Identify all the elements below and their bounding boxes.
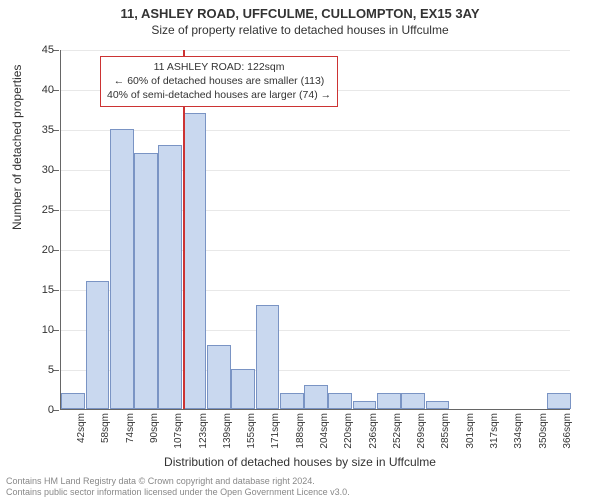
histogram-bar [353, 401, 377, 409]
x-tick-label: 301sqm [465, 413, 476, 449]
y-tick-label: 25 [24, 204, 54, 216]
x-tick-label: 155sqm [246, 413, 257, 449]
histogram-bar [547, 393, 571, 409]
histogram-bar [158, 145, 182, 409]
annotation-box: 11 ASHLEY ROAD: 122sqm ← 60% of detached… [100, 56, 338, 107]
footer-line1: Contains HM Land Registry data © Crown c… [6, 476, 350, 487]
y-tick-label: 30 [24, 164, 54, 176]
footer-attribution: Contains HM Land Registry data © Crown c… [6, 476, 350, 498]
histogram-bar [231, 369, 255, 409]
y-axis-label: Number of detached properties [10, 65, 24, 230]
x-tick-label: 58sqm [100, 413, 111, 443]
y-tick-label: 40 [24, 84, 54, 96]
x-tick-label: 42sqm [76, 413, 87, 443]
x-tick-label: 350sqm [538, 413, 549, 449]
histogram-bar [207, 345, 231, 409]
y-tick-label: 10 [24, 324, 54, 336]
gridline [61, 50, 570, 51]
x-tick-label: 236sqm [368, 413, 379, 449]
x-tick-label: 317sqm [489, 413, 500, 449]
x-axis-label: Distribution of detached houses by size … [0, 455, 600, 469]
x-tick-label: 188sqm [295, 413, 306, 449]
x-tick-label: 139sqm [222, 413, 233, 449]
histogram-bar [401, 393, 425, 409]
x-tick-label: 285sqm [440, 413, 451, 449]
histogram-bar [304, 385, 328, 409]
x-tick-label: 123sqm [198, 413, 209, 449]
footer-line2: Contains public sector information licen… [6, 487, 350, 498]
y-tick-label: 20 [24, 244, 54, 256]
x-tick-label: 107sqm [173, 413, 184, 449]
annotation-line2: ← 60% of detached houses are smaller (11… [107, 74, 331, 88]
chart-title-sub: Size of property relative to detached ho… [0, 23, 600, 37]
histogram-bar [61, 393, 85, 409]
x-tick-label: 74sqm [125, 413, 136, 443]
annotation-line1: 11 ASHLEY ROAD: 122sqm [107, 60, 331, 74]
x-tick-label: 334sqm [513, 413, 524, 449]
gridline [61, 130, 570, 131]
histogram-bar [426, 401, 450, 409]
histogram-bar [183, 113, 207, 409]
histogram-bar [134, 153, 158, 409]
y-tick-label: 15 [24, 284, 54, 296]
y-tick-label: 0 [24, 404, 54, 416]
x-tick-label: 269sqm [416, 413, 427, 449]
y-tick-label: 5 [24, 364, 54, 376]
x-tick-label: 220sqm [343, 413, 354, 449]
y-tick-label: 45 [24, 44, 54, 56]
x-tick-label: 252sqm [392, 413, 403, 449]
histogram-bar [256, 305, 280, 409]
histogram-bar [86, 281, 110, 409]
x-tick-label: 366sqm [562, 413, 573, 449]
histogram-bar [328, 393, 352, 409]
x-tick-label: 204sqm [319, 413, 330, 449]
y-tick-label: 35 [24, 124, 54, 136]
histogram-bar [377, 393, 401, 409]
chart-plot-area: 05101520253035404542sqm58sqm74sqm90sqm10… [60, 50, 570, 410]
histogram-bar [280, 393, 304, 409]
annotation-line3: 40% of semi-detached houses are larger (… [107, 88, 331, 102]
x-tick-label: 171sqm [270, 413, 281, 449]
x-tick-label: 90sqm [149, 413, 160, 443]
histogram-bar [110, 129, 134, 409]
chart-title-main: 11, ASHLEY ROAD, UFFCULME, CULLOMPTON, E… [0, 6, 600, 21]
